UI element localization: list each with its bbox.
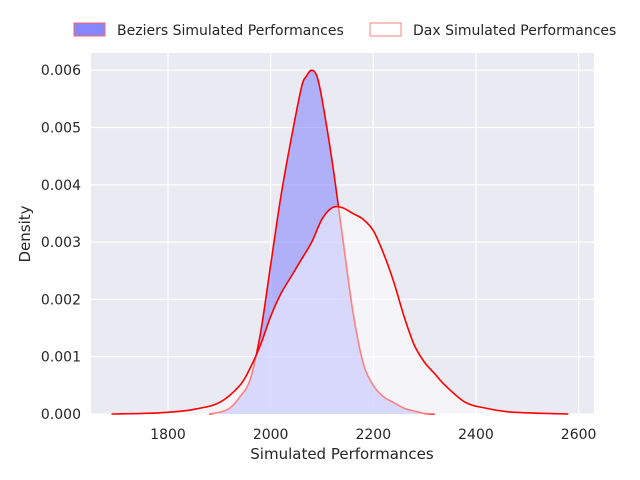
x-axis-ticks: 1800 2000 2200 2400 2600	[150, 427, 596, 443]
y-axis-ticks: 0.000 0.001 0.002 0.003 0.004 0.005 0.006	[41, 63, 81, 423]
y-axis-label: Density	[16, 205, 34, 262]
x-tick-label: 2200	[355, 427, 391, 443]
series-layer	[111, 69, 569, 415]
legend-swatch-0	[73, 22, 106, 37]
x-tick-label: 2000	[253, 427, 289, 443]
x-axis-label: Simulated Performances	[250, 445, 434, 463]
legend-label-0: Beziers Simulated Performances	[117, 23, 344, 39]
x-tick-label: 1800	[150, 427, 186, 443]
legend: Beziers Simulated Performances Dax Simula…	[73, 22, 616, 39]
y-tick-label: 0.004	[41, 178, 81, 194]
x-tick-label: 2600	[561, 427, 597, 443]
legend-label-1: Dax Simulated Performances	[413, 23, 616, 39]
y-tick-label: 0.006	[41, 63, 81, 79]
y-tick-label: 0.002	[41, 292, 81, 308]
series-1-area	[111, 206, 569, 414]
x-tick-label: 2400	[458, 427, 494, 443]
y-tick-label: 0.003	[41, 235, 81, 251]
series-1-line	[111, 205, 569, 415]
y-tick-label: 0.005	[41, 120, 81, 136]
legend-swatch-1	[369, 22, 402, 37]
y-tick-label: 0.000	[41, 407, 81, 423]
y-tick-label: 0.001	[41, 350, 81, 366]
